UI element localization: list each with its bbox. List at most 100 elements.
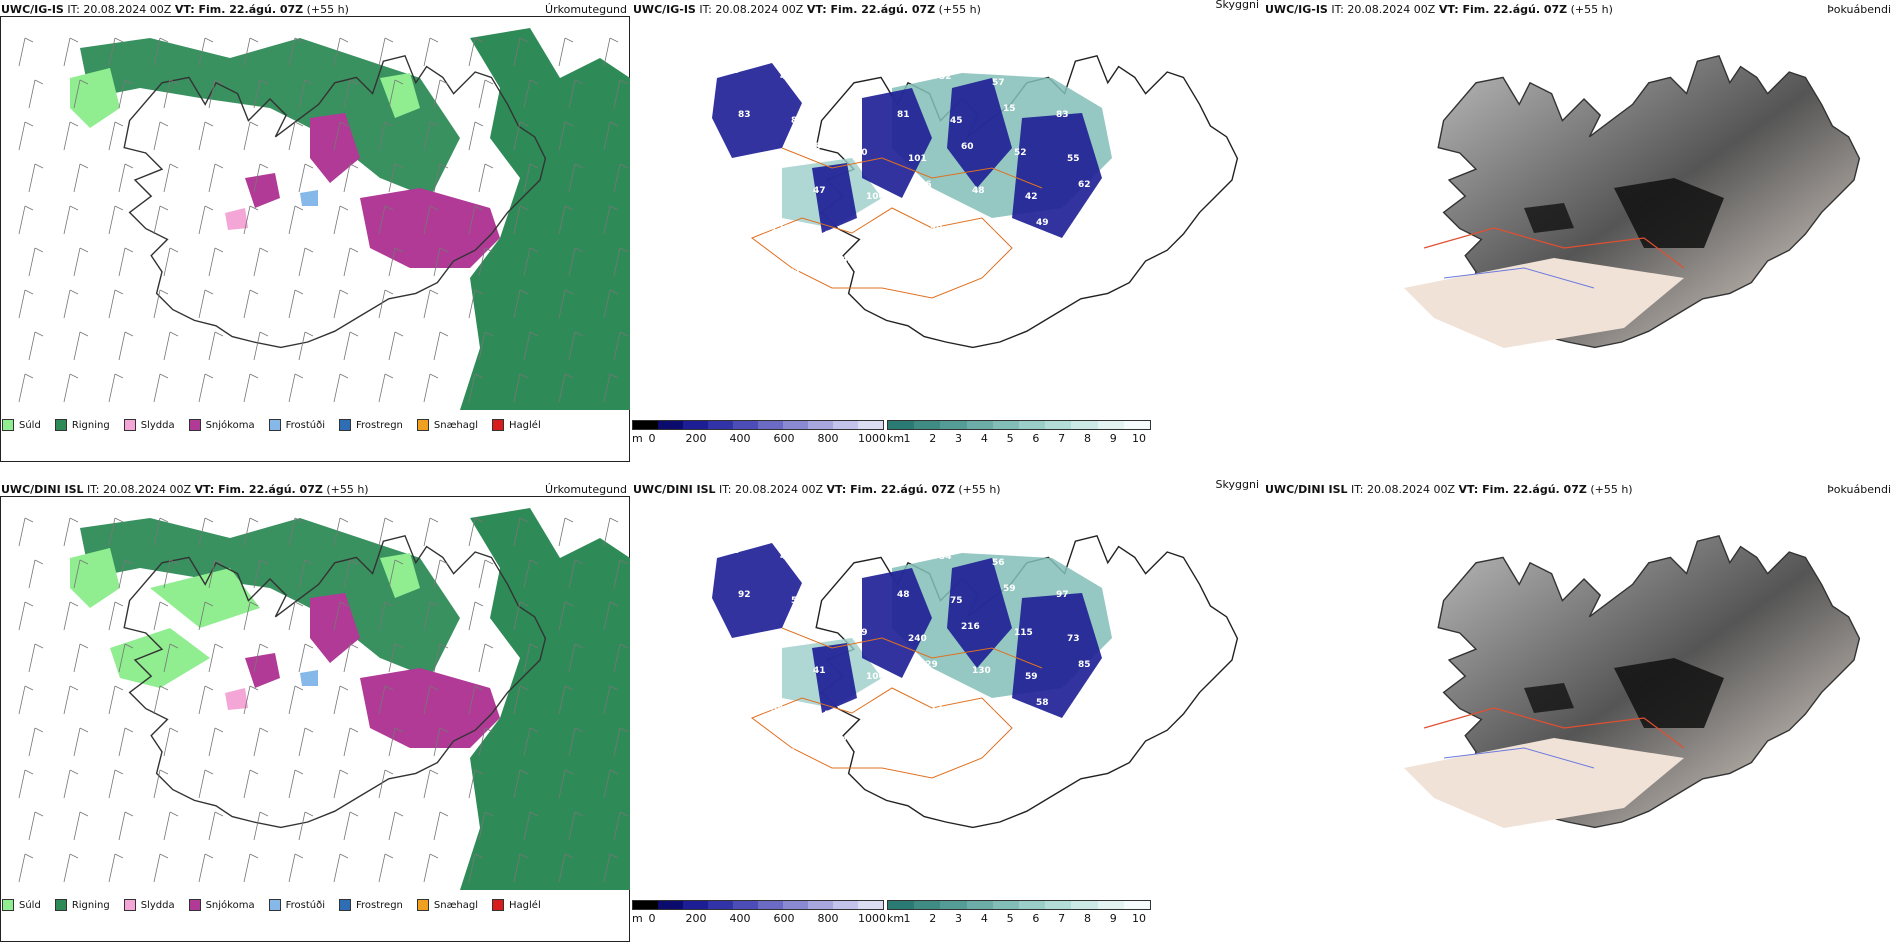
wind-barb	[108, 685, 124, 715]
wind-barb	[288, 853, 304, 883]
colorbar-segment	[683, 901, 708, 909]
wind-barb	[198, 121, 214, 151]
wind-barb	[523, 79, 539, 109]
visibility-value-label: 81	[897, 110, 910, 120]
colorbar-tick-label: 9	[1109, 432, 1117, 445]
legend-item: Slydda	[123, 419, 175, 431]
legend-label: Haglél	[509, 899, 541, 911]
wind-barb	[298, 247, 314, 277]
wind-barb	[73, 331, 89, 361]
legend-item: Snæhagl	[416, 419, 478, 431]
legend-label: Snjókoma	[205, 899, 255, 911]
legend-swatch	[492, 899, 505, 911]
wind-barb	[478, 559, 494, 589]
iceland-coastline	[123, 54, 547, 349]
visibility-value-label: 40	[780, 72, 793, 82]
wind-barb	[18, 601, 34, 631]
wind-barb	[333, 853, 349, 883]
visibility-value-label: 41	[813, 666, 826, 676]
wind-barb	[298, 163, 314, 193]
panel-title: UWC/IG-IS IT: 20.08.2024 00Z VT: Fim. 22…	[633, 3, 981, 16]
panel-label: Úrkomutegund	[545, 483, 627, 496]
wind-barb	[253, 811, 269, 841]
wind-barb	[63, 517, 79, 547]
wind-barb	[523, 163, 539, 193]
wind-barb	[343, 247, 359, 277]
wind-barb	[28, 811, 44, 841]
wind-barb	[153, 121, 169, 151]
wind-barb	[433, 247, 449, 277]
wind-barb	[18, 517, 34, 547]
legend-item: Frostúði	[268, 419, 325, 431]
legend-label: Slydda	[140, 419, 175, 431]
visibility-value-label: 34	[833, 78, 846, 88]
wind-barb	[118, 247, 134, 277]
colorbar-segment	[758, 421, 783, 429]
visibility-m-area	[712, 543, 802, 638]
colorbar-segment	[783, 421, 808, 429]
visibility-value-label: 15	[1003, 104, 1016, 114]
colorbar-segment	[733, 421, 758, 429]
visibility-value-label: 49	[1036, 218, 1049, 228]
visibility-colorbars: m 0 200 400 600 800 1000 km 1 2 3 4 5 6 7 8 9 10	[632, 898, 1262, 938]
wind-barb	[388, 811, 404, 841]
km-colorbar	[887, 420, 1151, 430]
colorbar-tick-label: 4	[980, 432, 988, 445]
colorbar-tick-label: 400	[729, 912, 751, 925]
wind-barb	[28, 79, 44, 109]
wind-barb	[523, 811, 539, 841]
colorbar-tick-label: 1000	[858, 912, 886, 925]
wind-barb	[558, 601, 574, 631]
wind-barb	[423, 121, 439, 151]
drizzle-area	[150, 568, 260, 628]
wind-barb	[478, 331, 494, 361]
colorbar-tick-label: 10	[1132, 912, 1146, 925]
colorbar-tick-label: 7	[1058, 912, 1066, 925]
wind-barb	[118, 643, 134, 673]
colorbar-segment	[992, 901, 1020, 909]
wind-barb	[558, 517, 574, 547]
colorbar-segment	[808, 901, 833, 909]
wind-barb	[468, 769, 484, 799]
visibility-value-label: 44	[780, 552, 793, 562]
visibility-value-label: 68	[727, 546, 740, 556]
panel-title: UWC/IG-IS IT: 20.08.2024 00Z VT: Fim. 22…	[1, 3, 349, 16]
legend-item: Frostregn	[339, 899, 403, 911]
km-colorbar	[887, 900, 1151, 910]
wind-barb	[118, 79, 134, 109]
wind-barb	[108, 517, 124, 547]
fog-map	[1404, 54, 1861, 349]
wind-barb	[63, 289, 79, 319]
wind-barb	[343, 559, 359, 589]
wind-barb	[613, 247, 629, 277]
wind-barb	[118, 331, 134, 361]
snow-area	[310, 593, 360, 663]
snow-area	[245, 173, 280, 208]
wind-barb	[468, 289, 484, 319]
legend-swatch	[268, 419, 281, 431]
precip-legend: Súld Rigning Slydda Snjókoma Frostúði Frostre…	[2, 894, 628, 916]
road-network	[750, 687, 1013, 779]
snow-area	[360, 188, 500, 268]
visibility-value-label: 59	[749, 154, 762, 164]
legend-swatch	[492, 419, 505, 431]
colorbar-segment	[940, 901, 967, 909]
wind-barb	[253, 331, 269, 361]
colorbar-segment	[633, 421, 658, 429]
legend-swatch	[123, 899, 136, 911]
colorbar-tick-label: 800	[817, 432, 839, 445]
wind-barb	[613, 79, 629, 109]
wind-barb	[603, 121, 619, 151]
iceland-coastline	[123, 534, 547, 829]
wind-barb	[118, 727, 134, 757]
colorbar-segment	[1097, 901, 1124, 909]
wind-barb	[433, 727, 449, 757]
visibility-value-label: 240	[908, 634, 927, 644]
visibility-value-label: 75	[983, 710, 996, 720]
wind-barb	[613, 811, 629, 841]
m-colorbar	[632, 900, 884, 910]
wind-barb	[198, 853, 214, 883]
wind-barb	[378, 601, 394, 631]
wind-barb	[568, 643, 584, 673]
wind-barb	[558, 121, 574, 151]
